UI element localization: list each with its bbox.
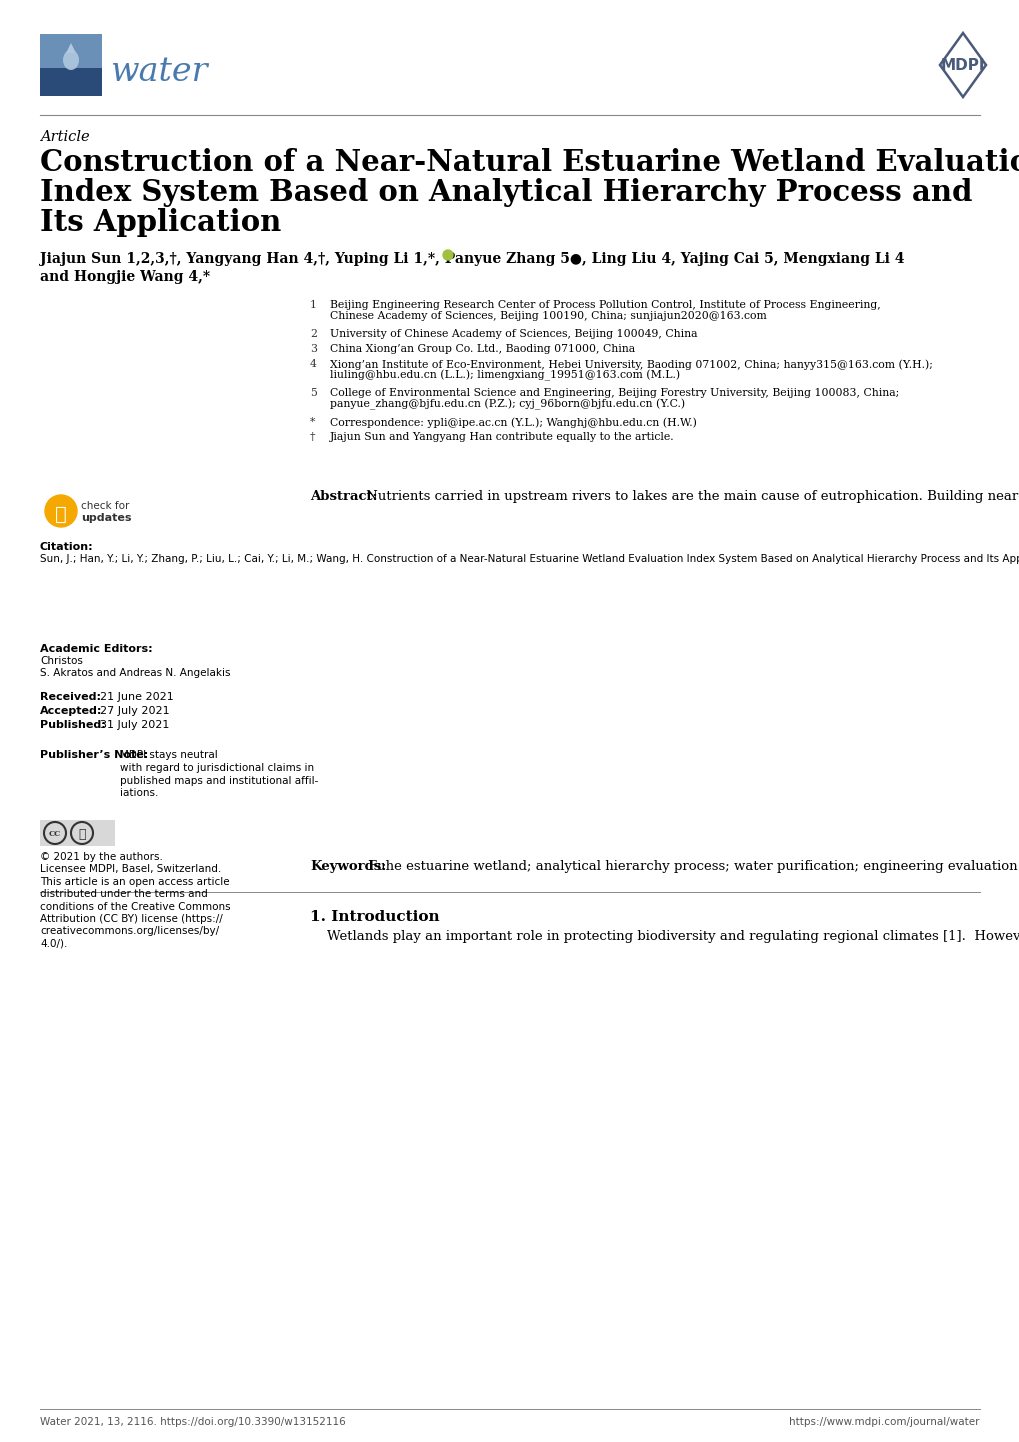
Text: MDPI stays neutral
with regard to jurisdictional claims in
published maps and in: MDPI stays neutral with regard to jurisd…: [120, 750, 318, 799]
Circle shape: [45, 495, 76, 526]
Text: 21 June 2021: 21 June 2021: [100, 692, 173, 702]
Text: Jiajun Sun 1,2,3,†, Yangyang Han 4,†, Yuping Li 1,*, Panyue Zhang 5●, Ling Liu 4: Jiajun Sun 1,2,3,†, Yangyang Han 4,†, Yu…: [40, 252, 904, 265]
Text: University of Chinese Academy of Sciences, Beijing 100049, China: University of Chinese Academy of Science…: [330, 329, 697, 339]
Text: Accepted:: Accepted:: [40, 707, 102, 717]
Text: Abstract:: Abstract:: [310, 490, 377, 503]
Text: Keywords:: Keywords:: [310, 859, 386, 872]
Text: Citation:: Citation:: [40, 542, 94, 552]
Text: check for: check for: [81, 500, 129, 510]
Text: 3: 3: [310, 345, 317, 353]
Text: Published:: Published:: [40, 720, 106, 730]
Text: 2: 2: [310, 329, 317, 339]
Text: 1. Introduction: 1. Introduction: [310, 910, 439, 924]
Text: Its Application: Its Application: [40, 208, 281, 236]
Text: Construction of a Near-Natural Estuarine Wetland Evaluation: Construction of a Near-Natural Estuarine…: [40, 149, 1019, 177]
Circle shape: [442, 249, 452, 260]
Text: Nutrients carried in upstream rivers to lakes are the main cause of eutrophicati: Nutrients carried in upstream rivers to …: [362, 490, 1019, 503]
Text: and Hongjie Wang 4,*: and Hongjie Wang 4,*: [40, 270, 210, 284]
Bar: [40, 820, 115, 846]
Text: Publisher’s Note:: Publisher’s Note:: [40, 750, 148, 760]
Ellipse shape: [63, 50, 78, 71]
Polygon shape: [66, 43, 76, 53]
Bar: [40, 35, 102, 68]
Text: Academic Editors:: Academic Editors:: [40, 645, 153, 655]
Text: water: water: [110, 56, 208, 88]
Text: China Xiong’an Group Co. Ltd., Baoding 071000, China: China Xiong’an Group Co. Ltd., Baoding 0…: [330, 345, 635, 353]
Text: © 2021 by the authors.
Licensee MDPI, Basel, Switzerland.
This article is an ope: © 2021 by the authors. Licensee MDPI, Ba…: [40, 852, 230, 949]
Text: panyue_zhang@bjfu.edu.cn (P.Z.); cyj_96born@bjfu.edu.cn (Y.C.): panyue_zhang@bjfu.edu.cn (P.Z.); cyj_96b…: [330, 399, 685, 411]
Text: https://www.mdpi.com/journal/water: https://www.mdpi.com/journal/water: [789, 1417, 979, 1428]
Text: Beijing Engineering Research Center of Process Pollution Control, Institute of P: Beijing Engineering Research Center of P…: [330, 300, 879, 310]
Text: Index System Based on Analytical Hierarchy Process and: Index System Based on Analytical Hierarc…: [40, 177, 971, 208]
Bar: [40, 68, 102, 97]
Text: Jiajun Sun and Yangyang Han contribute equally to the article.: Jiajun Sun and Yangyang Han contribute e…: [330, 433, 674, 443]
Text: CC: CC: [49, 831, 61, 838]
Text: Water 2021, 13, 2116. https://doi.org/10.3390/w13152116: Water 2021, 13, 2116. https://doi.org/10…: [40, 1417, 345, 1428]
Text: liuling@hbu.edu.cn (L.L.); limengxiang_19951@163.com (M.L.): liuling@hbu.edu.cn (L.L.); limengxiang_1…: [330, 371, 680, 381]
Text: Sun, J.; Han, Y.; Li, Y.; Zhang, P.; Liu, L.; Cai, Y.; Li, M.; Wang, H. Construc: Sun, J.; Han, Y.; Li, Y.; Zhang, P.; Liu…: [40, 554, 1019, 564]
Text: 27 July 2021: 27 July 2021: [100, 707, 169, 717]
Text: Wetlands play an important role in protecting biodiversity and regulating region: Wetlands play an important role in prote…: [310, 930, 1019, 943]
Text: 4: 4: [310, 359, 317, 369]
Text: Article: Article: [40, 130, 90, 144]
Text: †: †: [310, 433, 315, 443]
Text: MDPI: MDPI: [940, 59, 984, 74]
Text: updates: updates: [81, 513, 131, 523]
Text: Received:: Received:: [40, 692, 101, 702]
Text: 5: 5: [310, 388, 317, 398]
Text: Christos
S. Akratos and Andreas N. Angelakis: Christos S. Akratos and Andreas N. Angel…: [40, 656, 230, 678]
Text: 31 July 2021: 31 July 2021: [100, 720, 169, 730]
Text: Fuhe estuarine wetland; analytical hierarchy process; water purification; engine: Fuhe estuarine wetland; analytical hiera…: [368, 859, 1017, 872]
Text: Correspondence: ypli@ipe.ac.cn (Y.L.); Wanghj@hbu.edu.cn (H.W.): Correspondence: ypli@ipe.ac.cn (Y.L.); W…: [330, 417, 696, 428]
Text: College of Environmental Science and Engineering, Beijing Forestry University, B: College of Environmental Science and Eng…: [330, 388, 899, 398]
Text: Chinese Academy of Sciences, Beijing 100190, China; sunjiajun2020@163.com: Chinese Academy of Sciences, Beijing 100…: [330, 311, 766, 322]
Text: Ⓘ: Ⓘ: [78, 828, 86, 841]
Text: Xiong’an Institute of Eco-Environment, Hebei University, Baoding 071002, China; : Xiong’an Institute of Eco-Environment, H…: [330, 359, 932, 369]
Text: 1: 1: [310, 300, 317, 310]
Text: *: *: [310, 417, 315, 427]
Text: ✓: ✓: [55, 506, 67, 523]
